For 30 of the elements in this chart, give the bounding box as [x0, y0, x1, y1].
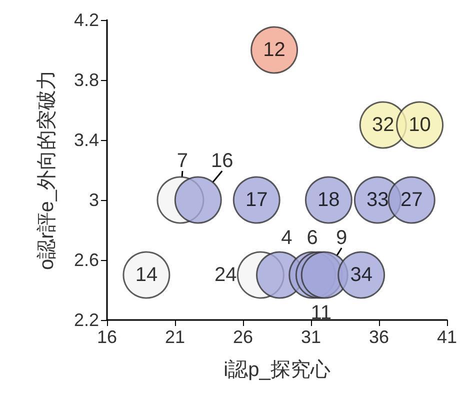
series-label: 12	[263, 39, 286, 61]
y-tick-label: 2.6	[74, 250, 99, 270]
series-label: 18	[318, 189, 340, 211]
series-label: 32	[372, 114, 394, 136]
y-tick-label: 3	[88, 190, 99, 210]
y-tick-label: 3.8	[74, 70, 99, 90]
x-tick-label: 16	[96, 327, 118, 347]
y-tick-label: 3.4	[74, 130, 99, 150]
series-label: 16	[210, 150, 234, 172]
y-tick-label: 4.2	[74, 10, 99, 30]
series-label: 17	[245, 189, 268, 211]
series-label: 7	[176, 150, 188, 172]
series-label: 4	[281, 227, 292, 249]
y-tick-label: 2.2	[74, 310, 99, 330]
series-label: 34	[350, 264, 372, 286]
y-axis-title: o認r評e_外向的突破力	[36, 70, 58, 270]
series-label: 14	[135, 264, 158, 286]
series-label: 24	[214, 264, 237, 286]
series-label: 27	[400, 189, 423, 211]
x-tick-label: 26	[232, 327, 254, 347]
series-label: 6	[306, 227, 318, 249]
x-axis-title: i認p_探究心	[224, 359, 330, 381]
x-tick-label: 36	[368, 327, 390, 347]
x-tick-label: 21	[164, 327, 186, 347]
series-label: 10	[408, 114, 431, 136]
x-tick-label: 41	[436, 327, 458, 347]
series-label: 33	[366, 189, 389, 211]
series-label: 11	[310, 302, 332, 324]
x-tick-label: 31	[300, 327, 322, 347]
series-label: 9	[336, 227, 348, 249]
